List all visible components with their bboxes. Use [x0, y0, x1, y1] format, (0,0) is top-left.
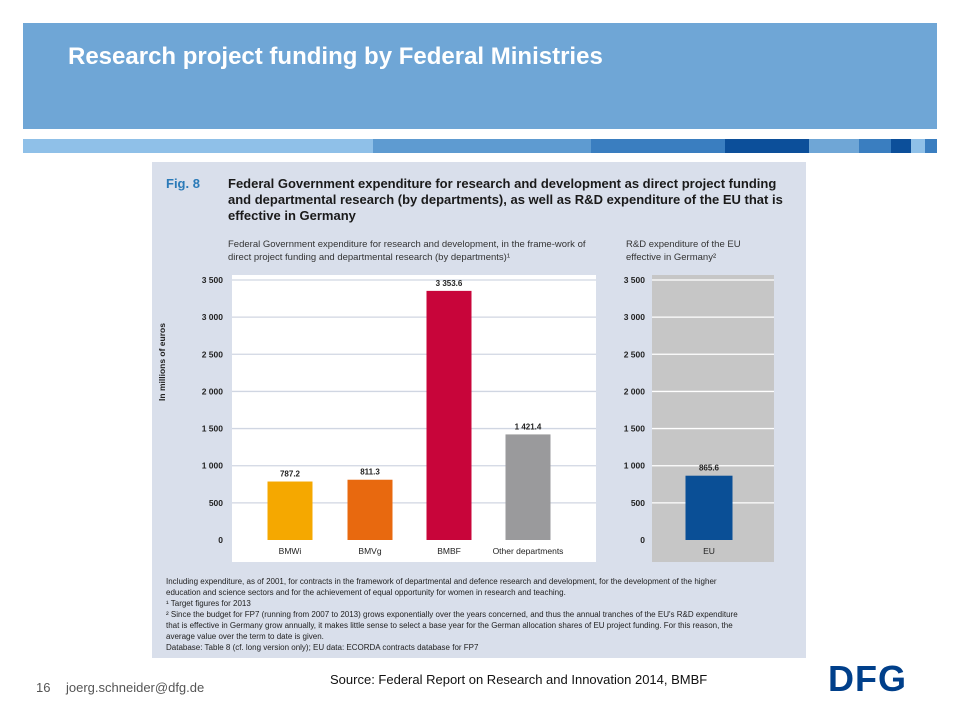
bar-value-label: 787.2	[280, 470, 301, 479]
category-label: Other departments	[493, 546, 564, 556]
figure-panel: Fig. 8 Federal Government expenditure fo…	[152, 162, 806, 658]
stripe-segment	[591, 139, 725, 153]
y-tick-label: 2 500	[624, 349, 646, 359]
slide-header: Research project funding by Federal Mini…	[23, 23, 937, 129]
footer-email: joerg.schneider@dfg.de	[66, 680, 205, 695]
figure-note-line: Database: Table 8 (cf. long version only…	[166, 643, 479, 652]
dfg-logo: DFG	[828, 660, 907, 696]
logo-text: DFG	[828, 660, 907, 696]
stripe-segment	[809, 139, 859, 153]
stripe-segment	[891, 139, 911, 153]
figure-title: Federal Government expenditure for resea…	[228, 176, 783, 223]
y-tick-label: 2 000	[202, 386, 224, 396]
bar-charts: In millions of euros 0 500 1 000 1 500 2 000…	[157, 275, 774, 562]
stripe-segment	[859, 139, 891, 153]
stripe-segment	[725, 139, 809, 153]
y-tick-label: 0	[218, 535, 223, 545]
figure-notes: Including expenditure, as of 2001, for c…	[166, 576, 796, 653]
y-tick-label: 3 000	[624, 312, 646, 322]
category-label: EU	[703, 546, 715, 556]
bar-bmwi	[267, 481, 313, 540]
y-tick-label: 1 000	[624, 461, 646, 471]
y-tick-label: 500	[209, 498, 223, 508]
chart-left-subtitle: Federal Government expenditure for resea…	[228, 239, 586, 263]
slide-title: Research project funding by Federal Mini…	[68, 43, 603, 70]
y-tick-label: 1 500	[624, 424, 646, 434]
stripe-segment	[373, 139, 591, 153]
y-axis-label: In millions of euros	[157, 323, 167, 401]
bar-value-label: 3 353.6	[436, 279, 463, 288]
y-tick-label: 0	[640, 535, 645, 545]
figure-note-line: Including expenditure, as of 2001, for c…	[166, 577, 717, 586]
figure-note-line: education and science sectors and for th…	[166, 588, 566, 597]
figure-note-line: average value over the term to date is g…	[166, 632, 324, 641]
chart-right-subtitle: R&D expenditure of the EU effective in G…	[626, 239, 741, 263]
y-tick-label: 2 500	[202, 349, 224, 359]
stripe-segment	[23, 139, 373, 153]
stripe-segment	[925, 139, 937, 153]
bar-eu	[685, 475, 733, 540]
bar-bmvg	[347, 479, 393, 540]
page-number: 16	[36, 680, 51, 695]
y-tick-label: 500	[631, 498, 645, 508]
bar-value-label: 811.3	[360, 468, 380, 477]
bar-value-label: 1 421.4	[515, 422, 542, 431]
y-tick-label: 3 500	[202, 275, 224, 285]
category-label: BMVg	[358, 546, 381, 556]
y-tick-label: 2 000	[624, 386, 646, 396]
bar-bmbf	[426, 290, 472, 540]
y-tick-label: 3 000	[202, 312, 224, 322]
y-tick-label: 3 500	[624, 275, 646, 285]
bar-value-label: 865.6	[699, 464, 720, 473]
bar-other-departments	[505, 434, 551, 540]
category-label: BMBF	[437, 546, 461, 556]
y-tick-label: 1 500	[202, 424, 224, 434]
figure-note-line: ¹ Target figures for 2013	[166, 599, 251, 608]
figure-note-line: that is effective in Germany grow annual…	[166, 621, 733, 630]
figure-note-line: ² Since the budget for FP7 (running from…	[166, 610, 738, 619]
figure-label: Fig. 8	[166, 176, 200, 191]
stripe-segment	[911, 139, 925, 153]
category-label: BMWi	[279, 546, 302, 556]
y-tick-label: 1 000	[202, 461, 224, 471]
source-citation: Source: Federal Report on Research and I…	[330, 672, 708, 687]
